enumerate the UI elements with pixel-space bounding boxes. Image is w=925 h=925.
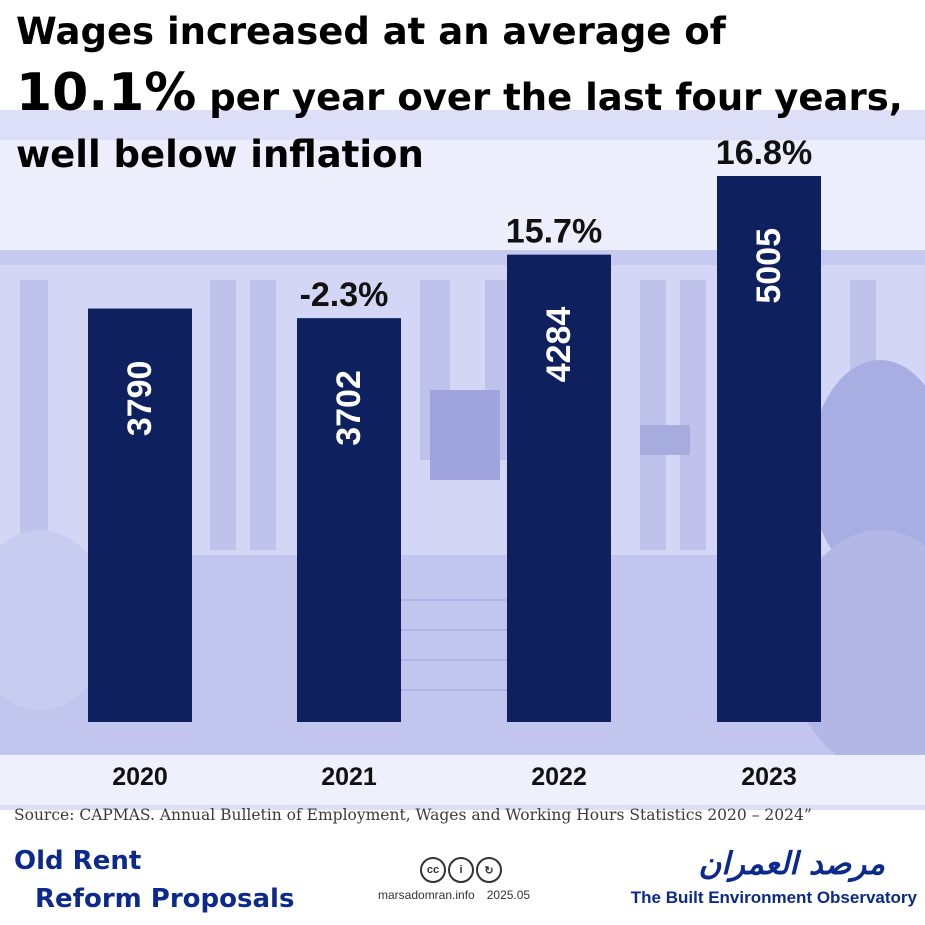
title-line-2-rest: per year over the last four years, <box>209 76 903 119</box>
bar-2023 <box>717 176 821 722</box>
license-block: cc i ↻ marsadomran.info 2025.05 <box>378 857 531 902</box>
title-line-3: well below inflation <box>16 133 424 176</box>
publication-date: 2025.05 <box>486 888 531 902</box>
org-name-english: The Built Environment Observatory <box>630 888 917 907</box>
by-icon: i <box>448 857 474 883</box>
growth-label-2023: 16.8% <box>716 134 812 172</box>
bar-value-label-2021: 3702 <box>330 370 368 446</box>
bar-2020 <box>88 308 192 722</box>
website-link[interactable]: marsadomran.info <box>378 888 475 902</box>
x-tick-label-2023: 2023 <box>741 763 797 791</box>
title-line-2: 10.1% per year over the last four years, <box>16 58 916 133</box>
bar-2022 <box>507 254 611 722</box>
footer-meta: marsadomran.info 2025.05 <box>378 888 531 902</box>
growth-label-2022: 15.7% <box>506 213 602 251</box>
project-title-line-2: Reform Proposals <box>35 884 295 914</box>
sa-icon: ↻ <box>476 857 502 883</box>
title-line-1: Wages increased at an average of <box>16 10 726 53</box>
org-logo: مرصد العمران The Built Environment Obser… <box>631 846 917 908</box>
bar-2021 <box>297 318 401 722</box>
x-tick-label-2020: 2020 <box>112 763 168 791</box>
growth-label-2021: -2.3% <box>300 276 389 314</box>
bar-value-label-2023: 5005 <box>750 228 788 304</box>
cc-icon: cc <box>420 857 446 883</box>
title-highlight-value: 10.1% <box>16 63 197 123</box>
source-note: Source: CAPMAS. Annual Bulletin of Emplo… <box>14 806 812 824</box>
org-name-arabic: مرصد العمران <box>698 846 885 882</box>
bar-value-label-2022: 4284 <box>540 307 578 383</box>
bar-value-label-2020: 3790 <box>121 361 159 437</box>
x-tick-label-2021: 2021 <box>321 763 377 791</box>
x-tick-label-2022: 2022 <box>531 763 587 791</box>
project-title-line-1: Old Rent <box>14 846 142 876</box>
license-icons: cc i ↻ <box>420 857 528 883</box>
project-title: Old Rent Reform Proposals <box>14 842 294 918</box>
chart-title: Wages increased at an average of 10.1% p… <box>16 6 916 177</box>
